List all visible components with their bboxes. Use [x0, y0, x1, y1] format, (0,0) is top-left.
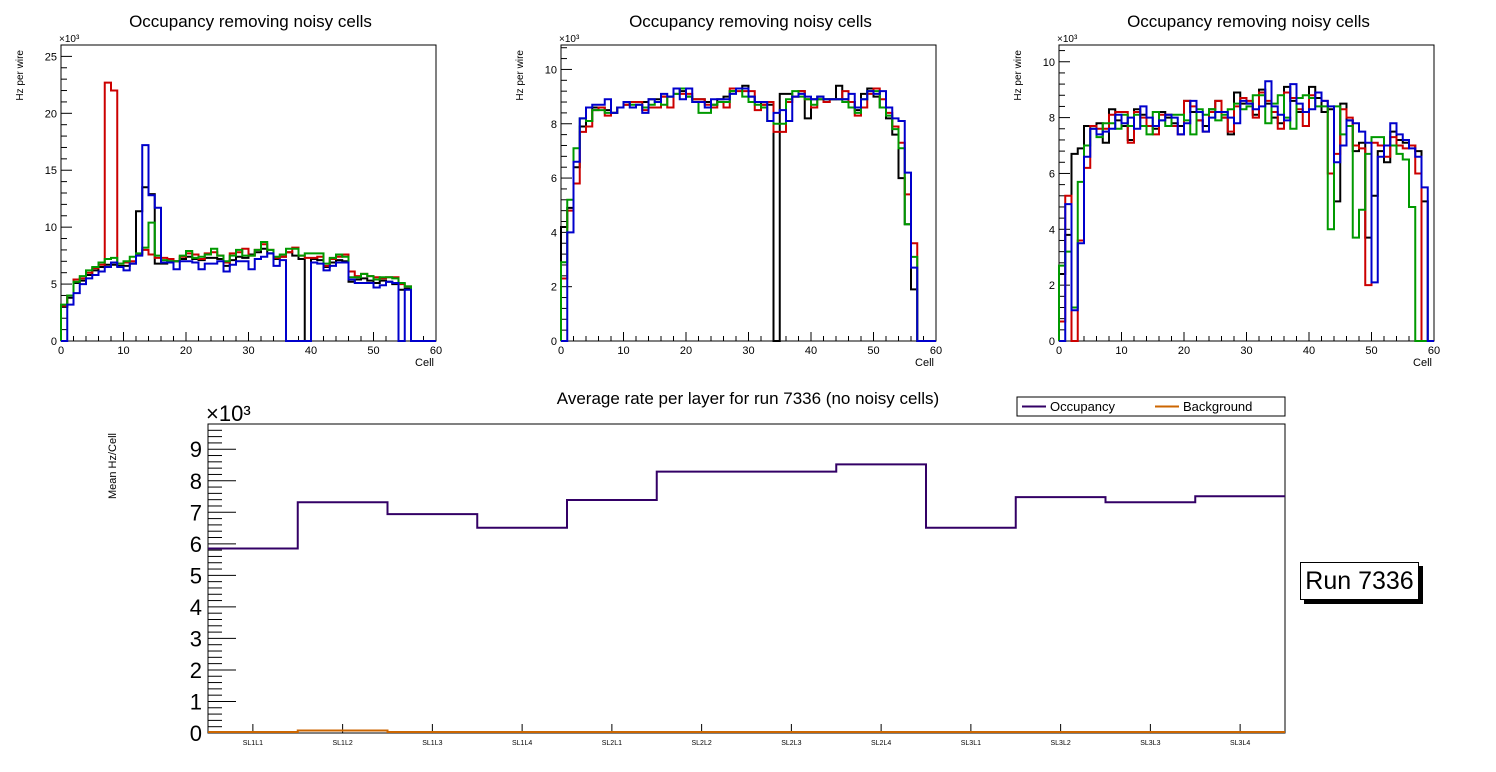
- x-tick-label: SL2L2: [692, 740, 712, 747]
- series-blue: [1059, 80, 1434, 342]
- x-axis-title: Cell: [415, 357, 434, 369]
- x-tick-label: 20: [180, 345, 192, 357]
- x-tick-label: SL2L3: [781, 740, 801, 747]
- y-tick-label: 5: [190, 563, 202, 588]
- legend-label-background: Background: [1183, 399, 1252, 414]
- plot-title: Average rate per layer for run 7336 (no …: [557, 389, 939, 408]
- y-tick-label: 0: [51, 336, 57, 348]
- y-tick-label: 4: [551, 227, 557, 239]
- y-tick-label: 4: [190, 595, 202, 620]
- x-tick-label: 30: [242, 345, 254, 357]
- y-tick-label: 10: [45, 222, 57, 234]
- y-tick-label: 1: [190, 689, 202, 714]
- series-black: [560, 84, 936, 342]
- legend-label-occupancy: Occupancy: [1050, 399, 1116, 414]
- x-tick-label: SL2L1: [602, 740, 622, 747]
- y-tick-label: 8: [190, 469, 202, 494]
- y-tick-label: 8: [1049, 113, 1055, 125]
- plot-frame: [207, 423, 1286, 734]
- y-axis-title: Hz per wire: [15, 50, 26, 101]
- plot-title: Occupancy removing noisy cells: [129, 12, 372, 31]
- series-red: [560, 87, 936, 342]
- x-tick-label: 60: [930, 345, 942, 357]
- y-tick-label: 25: [45, 51, 57, 63]
- legend: Occupancy Background: [1016, 396, 1286, 417]
- plot-title: Occupancy removing noisy cells: [629, 12, 872, 31]
- x-tick-label: SL3L1: [961, 740, 981, 747]
- y-tick-label: 0: [1049, 336, 1055, 348]
- x-tick-label: SL3L4: [1230, 740, 1250, 747]
- x-axis-title: Cell: [915, 357, 934, 369]
- x-tick-label: SL3L3: [1140, 740, 1160, 747]
- x-tick-label: 50: [1365, 345, 1377, 357]
- x-tick-label: 60: [430, 345, 442, 357]
- x-tick-label: SL3L2: [1051, 740, 1071, 747]
- y-multiplier: ×10³: [1057, 34, 1078, 45]
- x-axis-title: Cell: [1413, 357, 1432, 369]
- x-tick-label: 10: [1115, 345, 1127, 357]
- y-tick-label: 10: [1043, 57, 1055, 69]
- x-tick-label: SL1L2: [333, 740, 353, 747]
- plot-title: Occupancy removing noisy cells: [1127, 12, 1370, 31]
- y-tick-label: 6: [190, 532, 202, 557]
- x-tick-label: 10: [617, 345, 629, 357]
- y-tick-label: 7: [190, 500, 202, 525]
- y-tick-label: 6: [551, 173, 557, 185]
- y-tick-label: 4: [1049, 224, 1055, 236]
- series-green: [560, 87, 936, 342]
- y-axis-title: Hz per wire: [1013, 50, 1024, 101]
- y-tick-label: 2: [1049, 280, 1055, 292]
- y-tick-label: 10: [545, 64, 557, 76]
- x-tick-label: 20: [680, 345, 692, 357]
- x-tick-label: SL1L1: [243, 740, 263, 747]
- x-tick-label: 40: [305, 345, 317, 357]
- y-tick-label: 15: [45, 165, 57, 177]
- series-red: [60, 81, 436, 342]
- layer-rate-panel: Average rate per layer for run 7336 (no …: [107, 389, 1286, 747]
- x-tick-label: 50: [367, 345, 379, 357]
- x-tick-label: 60: [1428, 345, 1440, 357]
- y-tick-label: 9: [190, 437, 202, 462]
- y-multiplier: ×10³: [206, 401, 251, 426]
- y-tick-label: 2: [190, 658, 202, 683]
- x-tick-label: 0: [558, 345, 564, 357]
- x-tick-label: 50: [867, 345, 879, 357]
- x-tick-label: 40: [805, 345, 817, 357]
- y-axis-title: Hz per wire: [515, 50, 526, 101]
- y-tick-label: 0: [551, 336, 557, 348]
- series-green: [60, 221, 436, 342]
- x-tick-label: 0: [58, 345, 64, 357]
- x-tick-label: 20: [1178, 345, 1190, 357]
- x-tick-label: SL2L4: [871, 740, 891, 747]
- x-tick-label: 30: [1240, 345, 1252, 357]
- y-tick-label: 8: [551, 119, 557, 131]
- run-label-box: Run 7336: [1300, 562, 1419, 600]
- y-tick-label: 6: [1049, 168, 1055, 180]
- y-tick-label: 20: [45, 108, 57, 120]
- x-tick-label: SL1L3: [422, 740, 442, 747]
- x-tick-label: 40: [1303, 345, 1315, 357]
- x-tick-label: 30: [742, 345, 754, 357]
- series-blue: [61, 144, 436, 342]
- y-tick-label: 2: [551, 282, 557, 294]
- y-tick-label: 5: [51, 279, 57, 291]
- histogram-panel-1: Occupancy removing noisy cells 0 10 20 30 40 5…: [15, 12, 442, 369]
- series-blue: [561, 87, 936, 342]
- x-tick-label: 10: [117, 345, 129, 357]
- y-multiplier: ×10³: [559, 34, 580, 45]
- y-axis-title: Mean Hz/Cell: [107, 433, 119, 499]
- y-tick-label: 0: [190, 721, 202, 746]
- y-multiplier: ×10³: [59, 34, 80, 45]
- legend-box: [1016, 396, 1286, 417]
- y-tick-label: 3: [190, 626, 202, 651]
- x-tick-label: 0: [1056, 345, 1062, 357]
- series-occupancy: [208, 463, 1285, 550]
- x-tick-label: SL1L4: [512, 740, 532, 747]
- series-background: [208, 729, 1285, 734]
